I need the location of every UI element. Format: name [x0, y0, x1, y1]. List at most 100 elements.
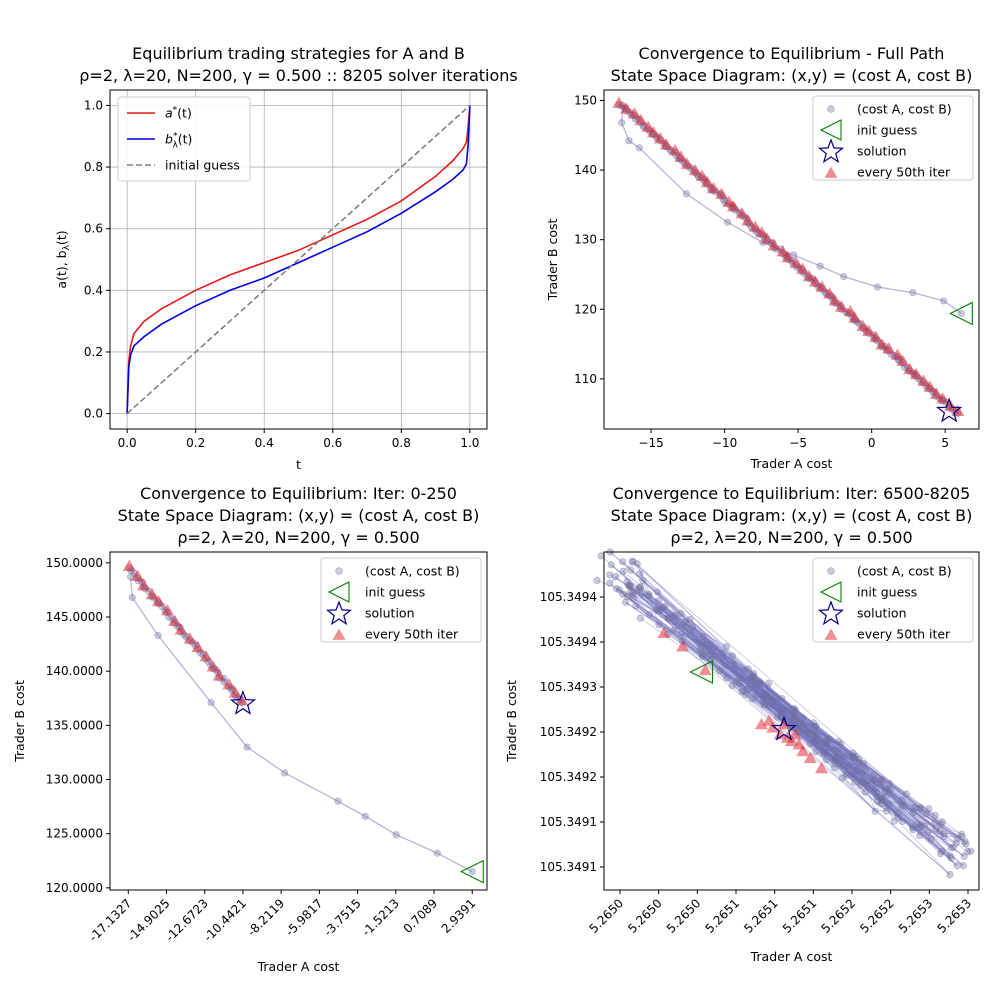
path-line [692, 626, 813, 734]
path-line [814, 726, 966, 843]
path-point [849, 753, 858, 761]
path-line [741, 691, 842, 745]
path-point [809, 719, 818, 727]
path-point [897, 796, 906, 804]
path-line [814, 738, 861, 786]
every-50th-iter-marker [235, 694, 249, 706]
path-line [823, 752, 882, 782]
path-line [619, 589, 922, 829]
path-point [894, 813, 902, 821]
path-line [881, 799, 895, 822]
path-line [813, 722, 817, 743]
path-line [641, 593, 864, 764]
path-line [640, 586, 914, 831]
path-point [716, 667, 724, 675]
path-point [959, 862, 967, 870]
path-line [630, 569, 904, 806]
path-point [852, 766, 861, 775]
path-point [856, 781, 864, 790]
path-line [668, 618, 825, 753]
y-axis-label: Trader B cost [12, 680, 27, 763]
path-point [779, 707, 787, 715]
path-point [940, 830, 948, 838]
path-line [920, 808, 942, 825]
path-line [736, 680, 782, 710]
path-line [648, 595, 841, 764]
path-point [820, 740, 828, 748]
path-point [755, 677, 763, 685]
path-line [680, 633, 723, 654]
path-point [851, 778, 859, 786]
path-point [702, 640, 710, 648]
path-line [700, 650, 711, 660]
legend-label: solution [857, 606, 907, 621]
path-line [662, 606, 856, 757]
every-50th-iter-marker [767, 238, 781, 251]
every-50th-iter-marker [212, 669, 226, 681]
every-50th-iter-marker [698, 663, 712, 676]
every-50th-iter-marker [891, 348, 905, 360]
path-point [686, 628, 694, 637]
path-line [721, 652, 795, 711]
path-point [962, 840, 970, 848]
path-point [823, 737, 832, 745]
path-point [880, 788, 889, 796]
y-axis-label: Trader B cost [545, 218, 560, 301]
path-line [877, 801, 903, 822]
x-tick-label: 0.6 [323, 436, 342, 450]
path-point [334, 797, 342, 805]
path-point [777, 712, 786, 720]
chart-title-line: ρ=2, λ=20, N=200, γ = 0.500 :: 8205 solv… [79, 66, 518, 85]
path-line [694, 638, 958, 839]
x-axis-label: Trader A cost [750, 949, 833, 964]
path-line [770, 695, 810, 733]
legend-marker-solution [817, 600, 845, 626]
path-point [696, 644, 704, 652]
path-line [854, 757, 932, 840]
legend-label: (cost A, cost B) [857, 564, 952, 579]
path-point [851, 767, 859, 775]
path-point [870, 776, 878, 784]
path-line [764, 693, 874, 782]
path-point [885, 779, 893, 788]
path-line [672, 615, 800, 728]
legend-label: b* λ(t) [165, 132, 192, 151]
path-line [753, 673, 803, 726]
path-line [689, 619, 825, 753]
path-point [805, 728, 813, 736]
path-point [953, 862, 961, 870]
x-tick-label: 5.2651 [741, 896, 781, 936]
path-line [667, 633, 866, 771]
every-50th-iter-marker [741, 214, 755, 226]
path-line [719, 670, 964, 866]
path-line [747, 668, 878, 793]
path-line [632, 595, 866, 771]
every-50th-iter-marker [161, 603, 175, 616]
path-line [768, 683, 782, 714]
path-line [809, 742, 889, 790]
path-line [661, 608, 744, 692]
path-line [814, 734, 941, 855]
path-point [760, 701, 768, 709]
path-point [836, 759, 844, 768]
x-tick-label: 5.2652 [819, 896, 859, 936]
path-point [628, 557, 636, 565]
path-point [765, 702, 773, 711]
path-point [664, 615, 673, 623]
plot-frame [603, 551, 980, 891]
chart-title-line: State Space Diagram: (x,y) = (cost A, co… [611, 506, 973, 525]
path-line [689, 619, 902, 801]
x-tick-label: 5.2651 [780, 896, 820, 936]
every-50th-iter-marker [695, 169, 709, 181]
every-50th-iter-marker [834, 300, 848, 312]
every-50th-iter-marker [869, 330, 883, 343]
path-line [794, 714, 954, 848]
path-point [897, 801, 905, 809]
path-point [861, 788, 869, 796]
path-line [636, 563, 660, 625]
y-tick-label: 0.4 [84, 283, 103, 297]
path-line [846, 775, 873, 783]
legend-label: a*(t) [165, 106, 192, 121]
path-line [794, 714, 951, 875]
